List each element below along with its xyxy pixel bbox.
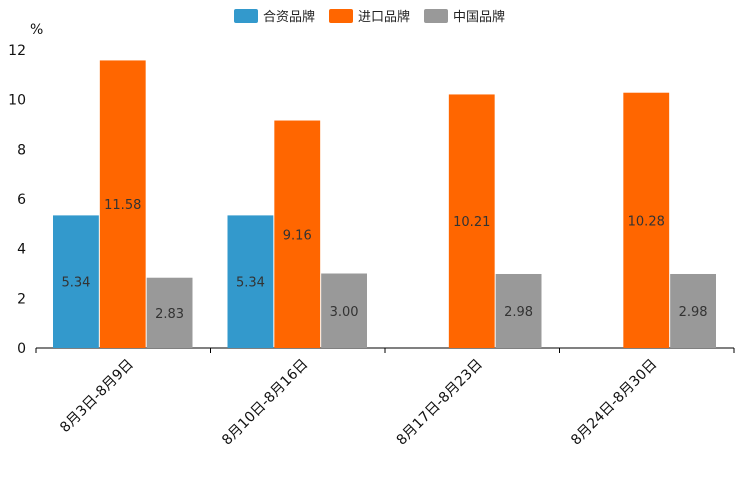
legend-swatch xyxy=(424,9,448,23)
x-tick-label: 8月17日-8月23日 xyxy=(394,356,486,448)
data-label: 5.34 xyxy=(61,276,90,291)
bar xyxy=(146,277,193,348)
bar xyxy=(99,60,146,349)
legend: 合资品牌 进口品牌 中国品牌 xyxy=(234,9,505,25)
y-axis: 0 2 4 6 8 10 12 xyxy=(8,43,26,357)
data-labels: 5.34 5.34 11.58 9.16 10.21 10.28 2.83 3.00 2.98 2… xyxy=(61,198,707,322)
data-label: 10.28 xyxy=(628,214,665,229)
data-label: 3.00 xyxy=(330,305,359,320)
x-tick-label: 8月10日-8月16日 xyxy=(219,356,311,448)
bar xyxy=(274,120,321,348)
bar xyxy=(227,215,274,348)
legend-label: 合资品牌 xyxy=(263,9,315,25)
y-tick-label: 6 xyxy=(17,192,26,208)
data-label: 10.21 xyxy=(453,215,490,230)
x-tick-label: 8月3日-8月9日 xyxy=(57,356,137,436)
x-tick-label: 8月24日-8月30日 xyxy=(568,356,660,448)
y-axis-unit-label: % xyxy=(30,22,43,38)
legend-label: 进口品牌 xyxy=(358,9,410,25)
y-tick-label: 8 xyxy=(17,142,26,158)
bar xyxy=(53,215,99,348)
y-tick-label: 12 xyxy=(8,43,26,59)
bar xyxy=(448,94,495,349)
y-tick-label: 2 xyxy=(17,291,26,307)
bar xyxy=(670,273,716,348)
legend-swatch xyxy=(329,9,353,23)
data-label: 11.58 xyxy=(104,198,141,213)
bar xyxy=(321,273,367,348)
data-label: 2.98 xyxy=(504,305,533,320)
bar xyxy=(623,92,670,348)
legend-swatch xyxy=(234,9,258,23)
bars xyxy=(53,60,716,349)
data-label: 2.98 xyxy=(679,305,708,320)
data-label: 5.34 xyxy=(236,276,265,291)
x-axis: 8月3日-8月9日 8月10日-8月16日 8月17日-8月23日 8月24日-8月3… xyxy=(35,347,735,449)
y-tick-label: 4 xyxy=(17,242,26,258)
y-tick-label: 10 xyxy=(8,93,26,109)
legend-label: 中国品牌 xyxy=(453,9,505,25)
data-label: 9.16 xyxy=(283,228,312,243)
bar xyxy=(495,273,542,348)
data-label: 2.83 xyxy=(155,307,184,322)
y-tick-label: 0 xyxy=(17,341,26,357)
